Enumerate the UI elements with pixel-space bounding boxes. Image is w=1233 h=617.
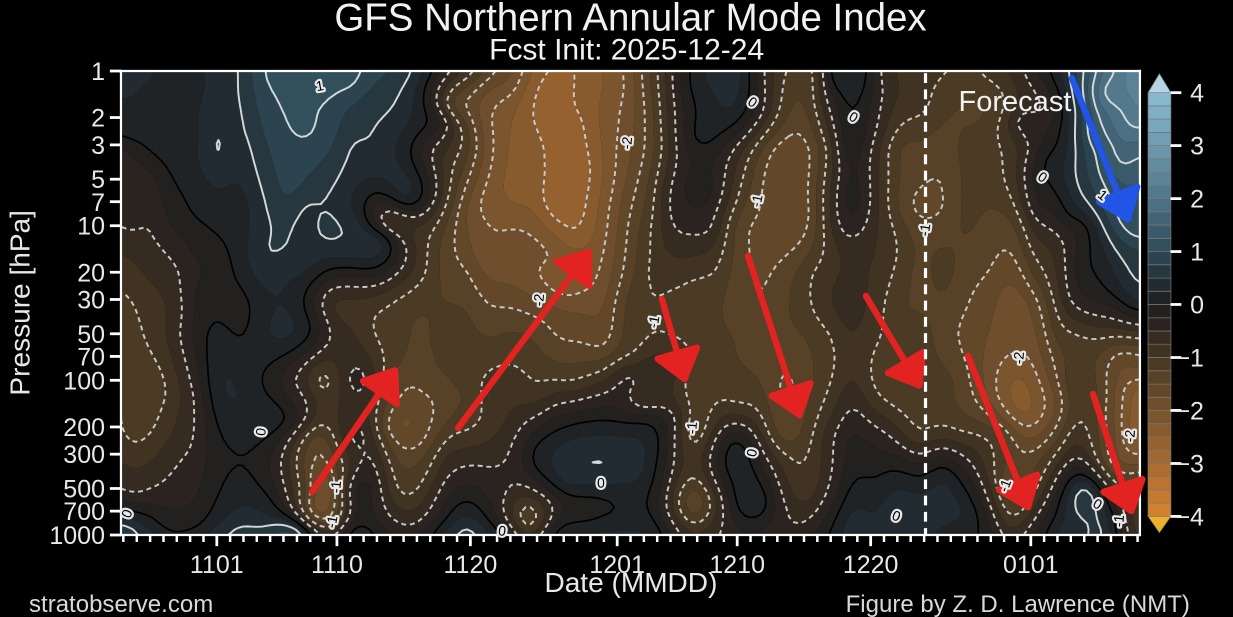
svg-text:Figure by Z. D. Lawrence (NMT): Figure by Z. D. Lawrence (NMT) — [846, 591, 1190, 617]
svg-text:1210: 1210 — [709, 551, 765, 579]
svg-text:100: 100 — [63, 367, 105, 395]
svg-text:2: 2 — [91, 105, 105, 133]
svg-text:5: 5 — [91, 166, 105, 194]
svg-text:500: 500 — [63, 476, 105, 504]
svg-text:1110: 1110 — [311, 551, 363, 579]
svg-text:3: 3 — [91, 132, 105, 160]
svg-text:1101: 1101 — [190, 551, 244, 579]
svg-text:50: 50 — [77, 321, 105, 349]
svg-text:1: 1 — [1190, 239, 1204, 267]
svg-text:1120: 1120 — [444, 551, 498, 579]
svg-text:4: 4 — [1190, 80, 1204, 108]
svg-text:−3: −3 — [1175, 451, 1204, 479]
svg-text:−4: −4 — [1175, 503, 1204, 531]
svg-text:30: 30 — [77, 287, 105, 315]
svg-text:3: 3 — [1190, 133, 1204, 161]
svg-text:2: 2 — [1190, 186, 1204, 214]
svg-text:10: 10 — [77, 213, 105, 241]
svg-text:0101: 0101 — [1003, 551, 1059, 579]
svg-text:1201: 1201 — [589, 551, 645, 579]
svg-text:700: 700 — [63, 498, 105, 526]
svg-text:70: 70 — [77, 343, 105, 371]
svg-text:0: 0 — [1190, 292, 1204, 320]
svg-text:Date (MMDD): Date (MMDD) — [544, 567, 717, 598]
svg-text:−2: −2 — [1175, 397, 1204, 425]
svg-text:300: 300 — [63, 441, 105, 469]
svg-text:20: 20 — [77, 259, 105, 287]
svg-text:GFS Northern Annular Mode Inde: GFS Northern Annular Mode Index — [334, 0, 926, 39]
svg-text:200: 200 — [63, 414, 105, 442]
svg-text:Forecast: Forecast — [959, 86, 1072, 118]
svg-text:−1: −1 — [1175, 345, 1204, 373]
svg-text:1000: 1000 — [49, 522, 105, 550]
svg-text:1: 1 — [91, 58, 105, 86]
svg-text:Fcst Init: 2025-12-24: Fcst Init: 2025-12-24 — [489, 33, 764, 66]
svg-text:Pressure [hPa]: Pressure [hPa] — [4, 210, 35, 396]
svg-text:7: 7 — [91, 189, 105, 217]
svg-text:stratobserve.com: stratobserve.com — [29, 591, 213, 617]
svg-text:1220: 1220 — [843, 551, 899, 579]
